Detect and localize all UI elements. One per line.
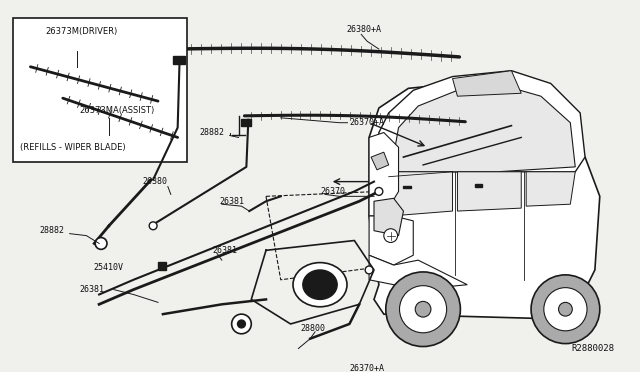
Text: 26370+A: 26370+A (349, 364, 385, 372)
Circle shape (399, 286, 447, 333)
Text: 28882: 28882 (40, 226, 65, 235)
Polygon shape (369, 83, 600, 319)
Circle shape (559, 302, 572, 316)
Polygon shape (369, 132, 399, 216)
Text: R2880028: R2880028 (572, 344, 614, 353)
Bar (403, 186, 412, 189)
Text: 26381: 26381 (212, 246, 237, 255)
Polygon shape (377, 71, 585, 177)
Polygon shape (374, 198, 403, 235)
Ellipse shape (303, 270, 337, 299)
Circle shape (95, 240, 103, 247)
Circle shape (237, 320, 245, 328)
Bar (475, 183, 482, 186)
Text: 26380+A: 26380+A (346, 25, 381, 34)
Polygon shape (458, 172, 521, 211)
Circle shape (95, 238, 107, 249)
Polygon shape (390, 172, 452, 216)
Text: 26370: 26370 (320, 187, 345, 196)
Polygon shape (371, 152, 388, 170)
Text: 28882: 28882 (200, 128, 225, 137)
Text: 28800: 28800 (300, 324, 325, 333)
Polygon shape (369, 216, 413, 265)
Bar (13, 18, 188, 162)
Circle shape (375, 187, 383, 195)
Text: 26381: 26381 (220, 197, 245, 206)
Text: 26381: 26381 (79, 285, 104, 294)
Circle shape (149, 222, 157, 230)
Polygon shape (369, 255, 467, 289)
Bar (158, 262, 166, 270)
Polygon shape (452, 71, 521, 96)
Circle shape (384, 229, 397, 243)
Text: 26370+A: 26370+A (349, 118, 385, 127)
Circle shape (415, 301, 431, 317)
Text: 26380: 26380 (143, 177, 168, 186)
Polygon shape (526, 172, 575, 206)
Bar (173, 56, 184, 64)
Ellipse shape (293, 263, 347, 307)
Circle shape (365, 266, 373, 274)
Text: 26373MA(ASSIST): 26373MA(ASSIST) (79, 106, 155, 115)
Text: 26373M(DRIVER): 26373M(DRIVER) (45, 28, 117, 36)
Bar (241, 119, 252, 126)
Polygon shape (390, 86, 575, 172)
Text: (REFILLS - WIPER BLADE): (REFILLS - WIPER BLADE) (20, 143, 125, 152)
Circle shape (232, 314, 252, 334)
Circle shape (544, 288, 587, 331)
Circle shape (531, 275, 600, 344)
Circle shape (386, 272, 460, 347)
Text: 25410V: 25410V (93, 263, 124, 272)
